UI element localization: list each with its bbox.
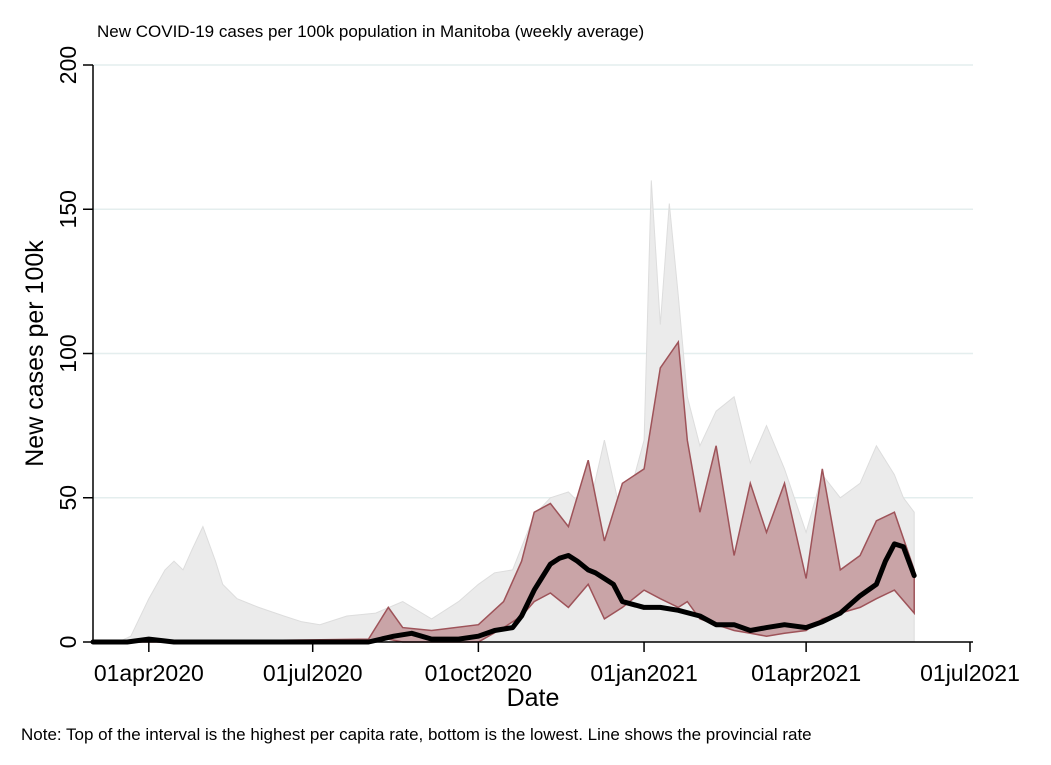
x-tick-label: 01jan2021 [590, 660, 697, 686]
y-tick-label: 150 [55, 190, 81, 228]
y-tick-label: 200 [55, 46, 81, 84]
x-tick-label: 01jul2021 [920, 660, 1020, 686]
x-tick-label: 01jul2020 [263, 660, 363, 686]
x-tick-label: 01oct2020 [425, 660, 532, 686]
y-axis-ticks: 0 50 100 150 200 [55, 46, 93, 649]
y-axis-label: New cases per 100k [21, 240, 49, 467]
highest-lowest-interval-area [93, 339, 915, 643]
y-tick-label: 100 [55, 334, 81, 372]
x-tick-label: 01apr2020 [94, 660, 204, 686]
chart-note: Note: Top of the interval is the highest… [21, 725, 812, 744]
x-tick-label: 01apr2021 [751, 660, 861, 686]
grid-lines [93, 64, 973, 499]
y-tick-label: 50 [55, 485, 81, 511]
x-axis-ticks: 01apr2020 01jul2020 01oct2020 01jan2021 01ap… [94, 642, 1020, 686]
x-axis-label: Date [507, 684, 560, 712]
y-tick-label: 0 [55, 636, 81, 649]
chart-title: New COVID-19 cases per 100k population i… [97, 22, 644, 41]
